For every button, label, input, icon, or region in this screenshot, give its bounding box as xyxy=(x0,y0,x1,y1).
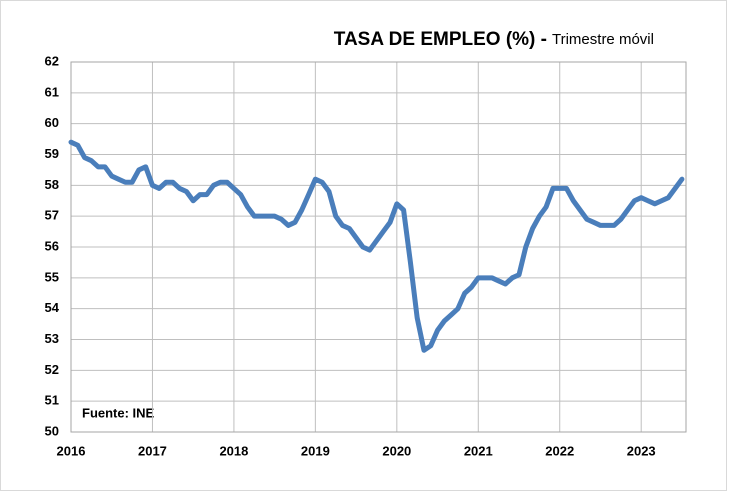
y-tick-label: 52 xyxy=(45,362,59,377)
y-tick-label: 57 xyxy=(45,208,59,223)
x-tick-label: 2020 xyxy=(382,443,411,458)
y-tick-label: 50 xyxy=(45,423,59,438)
y-tick-label: 56 xyxy=(45,238,59,253)
y-tick-label: 55 xyxy=(45,269,59,284)
plot-area xyxy=(70,61,687,433)
y-tick-label: 62 xyxy=(45,53,59,68)
x-tick-label: 2019 xyxy=(301,443,330,458)
x-tick-label: 2017 xyxy=(138,443,167,458)
x-tick-label: 2016 xyxy=(57,443,86,458)
y-tick-label: 54 xyxy=(45,300,60,315)
chart-subtitle: Trimestre móvil xyxy=(552,31,654,48)
y-tick-label: 61 xyxy=(45,84,59,99)
y-tick-label: 59 xyxy=(45,146,59,161)
annotation: Fuente: INE xyxy=(82,405,155,420)
y-tick-label: 51 xyxy=(45,393,59,408)
x-tick-label: 2022 xyxy=(545,443,574,458)
y-tick-label: 53 xyxy=(45,331,59,346)
x-tick-label: 2021 xyxy=(464,443,493,458)
y-tick-label: 60 xyxy=(45,115,59,130)
x-tick-label: 2023 xyxy=(627,443,656,458)
data-line xyxy=(68,139,685,353)
chart-title: TASA DE EMPLEO (%) - xyxy=(334,29,547,50)
x-tick-label: 2018 xyxy=(219,443,248,458)
y-tick-label: 58 xyxy=(45,177,59,192)
